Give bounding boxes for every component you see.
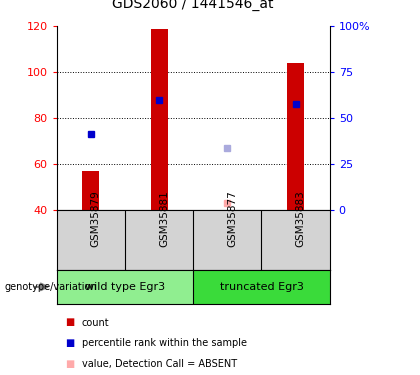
Text: GSM35881: GSM35881 <box>159 190 169 248</box>
Text: GDS2060 / 1441546_at: GDS2060 / 1441546_at <box>113 0 274 11</box>
FancyBboxPatch shape <box>57 270 193 304</box>
Text: ■: ■ <box>65 359 74 369</box>
Bar <box>287 63 304 210</box>
Text: genotype/variation: genotype/variation <box>4 282 97 292</box>
Bar <box>150 28 168 210</box>
Text: GSM35879: GSM35879 <box>91 190 101 248</box>
Text: count: count <box>82 318 110 327</box>
Text: GSM35883: GSM35883 <box>296 190 306 248</box>
Text: percentile rank within the sample: percentile rank within the sample <box>82 338 247 348</box>
Text: GSM35877: GSM35877 <box>227 190 237 248</box>
Text: wild type Egr3: wild type Egr3 <box>85 282 165 292</box>
Bar <box>82 171 100 210</box>
Text: value, Detection Call = ABSENT: value, Detection Call = ABSENT <box>82 359 237 369</box>
Text: ■: ■ <box>65 338 74 348</box>
FancyBboxPatch shape <box>193 270 330 304</box>
Text: truncated Egr3: truncated Egr3 <box>220 282 303 292</box>
Text: ■: ■ <box>65 318 74 327</box>
